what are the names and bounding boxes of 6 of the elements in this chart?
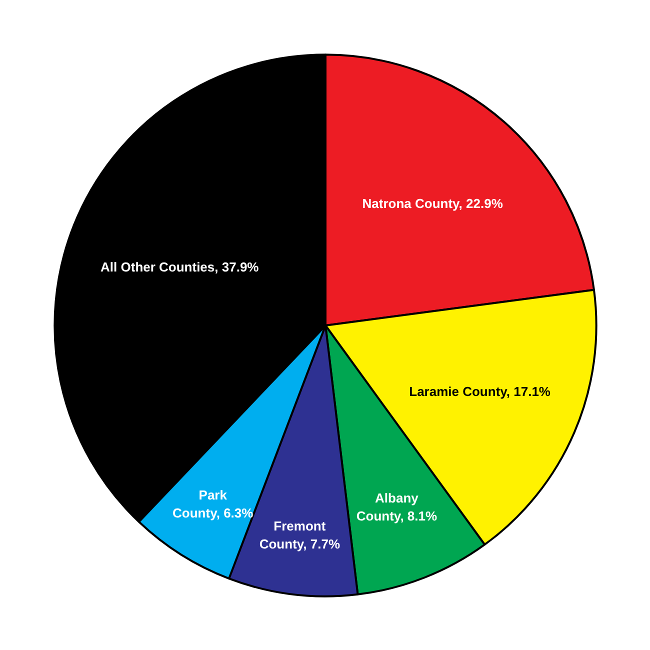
slice-label: Fremont County, 7.7% <box>259 518 340 552</box>
slice-label: Park County, 6.3% <box>172 488 254 521</box>
slice-label: Laramie County, 17.1% <box>409 384 551 400</box>
slice-label: Albany County, 8.1% <box>356 490 438 524</box>
slice-label: Natrona County, 22.9% <box>362 196 504 211</box>
slice-label: All Other Counties, 37.9% <box>100 260 260 275</box>
